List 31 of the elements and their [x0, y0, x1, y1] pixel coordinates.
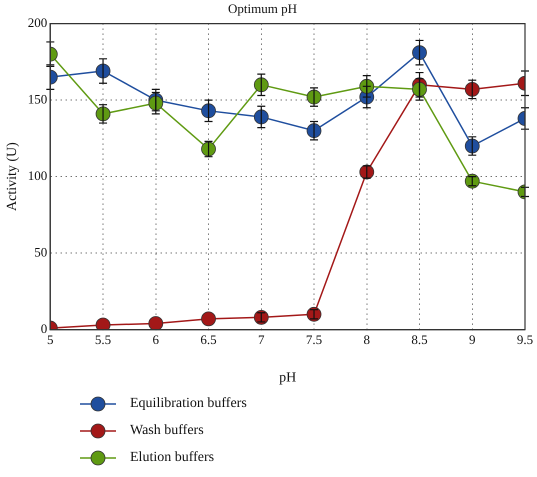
x-axis-title: pH: [279, 370, 296, 386]
y-tick-label: 100: [28, 168, 48, 184]
x-tick-label: 7.5: [306, 332, 322, 347]
point: [201, 311, 216, 326]
point: [254, 310, 269, 325]
x-tick-label: 6: [152, 332, 160, 347]
x-tick-label: 5: [47, 332, 54, 347]
legend-label: Equilibration buffers: [130, 396, 247, 412]
x-tick-label: 8: [364, 332, 370, 347]
point: [96, 64, 110, 78]
point: [359, 164, 374, 180]
x-tick-label: 5.5: [94, 332, 112, 347]
y-tick-label: 150: [28, 92, 48, 107]
x-tick-label: 6.5: [200, 332, 217, 347]
point: [306, 123, 322, 138]
x-tick-label: 9: [469, 332, 476, 347]
y-tick-label: 0: [40, 321, 48, 336]
point: [412, 45, 427, 60]
y-axis-title: Activity (U): [5, 142, 20, 212]
legend-label: Elution buffers: [130, 450, 214, 466]
legend-label: Wash buffers: [130, 422, 204, 438]
chart-title: Optimum pH: [228, 1, 297, 16]
x-tick-label: 7: [258, 332, 266, 347]
x-tick-label: 9.5: [516, 332, 534, 347]
point: [148, 316, 164, 330]
point: [201, 103, 216, 118]
y-tick-label: 200: [28, 15, 48, 30]
point: [464, 174, 480, 189]
y-tick-label: 50: [34, 244, 48, 260]
x-tick-label: 8.5: [411, 332, 428, 347]
point: [412, 82, 427, 97]
